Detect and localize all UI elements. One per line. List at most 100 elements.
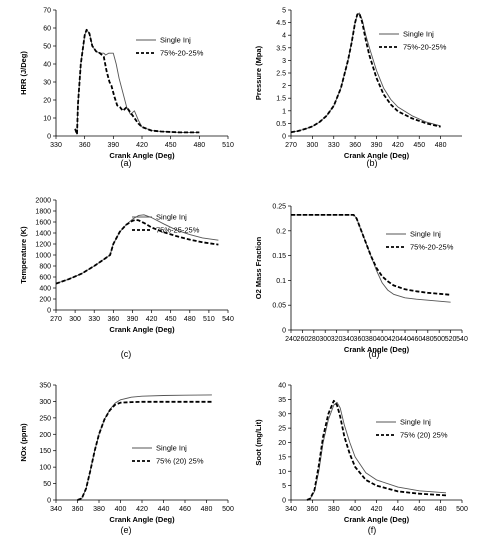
- y-tick-label: 600: [39, 275, 51, 282]
- y-tick-label: 200: [39, 432, 51, 439]
- y-tick-label: 0.2: [276, 228, 286, 235]
- y-tick-label: 1800: [35, 209, 51, 216]
- x-tick-label: 450: [165, 142, 177, 149]
- x-tick-label: 480: [201, 506, 213, 513]
- y-tick-label: 50: [43, 481, 51, 488]
- x-tick-label: 270: [50, 316, 62, 323]
- x-tick-label: 360: [349, 142, 361, 149]
- x-tick-label: 440: [392, 506, 404, 513]
- legend-label: 75% (20) 25%: [156, 457, 204, 466]
- chart-panel-c: 270 300 330 360 390 420 450 480 510 540 0 200 400 600…: [19, 198, 234, 360]
- x-tick-label: 300: [69, 316, 81, 323]
- legend-label: 75%-20-25%: [410, 243, 454, 252]
- x-tick-label: 540: [222, 316, 234, 323]
- x-axis-label: Crank Angle (Deg): [109, 151, 175, 160]
- series-line-split-inj: [77, 400, 212, 501]
- x-tick-label: 450: [413, 142, 425, 149]
- y-axis-label: Soot (mg/Lit): [254, 419, 263, 466]
- x-tick-label: 460: [413, 506, 425, 513]
- y-tick-label: 0.15: [272, 253, 286, 260]
- panel-caption: (b): [367, 158, 378, 168]
- legend-label: Single Inj: [410, 230, 441, 239]
- y-tick-label: 2.5: [276, 71, 286, 78]
- legend-label: 75%-20-25%: [403, 43, 447, 52]
- x-tick-label: 460: [179, 506, 191, 513]
- y-tick-label: 20: [278, 440, 286, 447]
- y-axis-label: Pressure (Mpa): [254, 45, 263, 100]
- x-tick-label: 400: [115, 506, 127, 513]
- series-line-split-inj: [74, 28, 200, 136]
- legend-label: Single Inj: [403, 30, 434, 39]
- x-tick-label: 330: [88, 316, 100, 323]
- legend-label: Single Inj: [160, 36, 191, 45]
- x-tick-label: 510: [222, 142, 234, 149]
- x-tick-label: 380: [328, 506, 340, 513]
- series-line-split-inj: [290, 12, 441, 134]
- x-tick-label: 420: [392, 142, 404, 149]
- x-tick-label: 360: [72, 506, 84, 513]
- y-tick-label: 40: [278, 383, 286, 390]
- y-tick-label: 1: [282, 108, 286, 115]
- y-tick-label: 4: [282, 33, 286, 40]
- y-tick-label: 15: [278, 454, 286, 461]
- y-tick-label: 0: [47, 498, 51, 505]
- x-tick-label: 340: [50, 506, 62, 513]
- y-tick-label: 5: [282, 8, 286, 15]
- x-tick-label: 520: [445, 336, 457, 343]
- y-axis-label: NOx (ppm): [19, 423, 28, 462]
- y-axis-label: O2 Mass Fraction: [254, 236, 263, 299]
- x-tick-label: 360: [307, 506, 319, 513]
- y-tick-label: 35: [278, 397, 286, 404]
- x-tick-label: 280: [308, 336, 320, 343]
- y-tick-label: 0: [282, 134, 286, 141]
- x-tick-label: 460: [411, 336, 423, 343]
- y-tick-label: 200: [39, 297, 51, 304]
- legend-label: Single Inj: [156, 444, 187, 453]
- x-axis-label: Crank Angle (Deg): [344, 151, 410, 160]
- y-tick-label: 1000: [35, 253, 51, 260]
- x-tick-label: 240: [285, 336, 297, 343]
- x-tick-label: 500: [433, 336, 445, 343]
- y-tick-label: 60: [43, 26, 51, 33]
- y-tick-label: 20: [43, 98, 51, 105]
- x-tick-label: 480: [422, 336, 434, 343]
- x-tick-label: 480: [435, 142, 447, 149]
- x-tick-label: 330: [50, 142, 62, 149]
- y-tick-label: 0: [282, 498, 286, 505]
- x-tick-label: 480: [435, 506, 447, 513]
- x-tick-label: 420: [371, 506, 383, 513]
- legend-label: Single Inj: [156, 213, 187, 222]
- y-tick-label: 800: [39, 264, 51, 271]
- panel-caption: (e): [121, 525, 132, 535]
- y-tick-label: 50: [43, 44, 51, 51]
- series-line-single-inj: [291, 214, 451, 303]
- y-tick-label: 30: [43, 80, 51, 87]
- panel-caption: (a): [121, 158, 132, 168]
- y-tick-label: 25: [278, 426, 286, 433]
- y-tick-label: 250: [39, 415, 51, 422]
- x-tick-label: 420: [146, 316, 158, 323]
- chart-panel-f: 340 360 380 400 420 440 460 480 500 0 5 10 15 20 25 30 3…: [254, 383, 468, 536]
- y-tick-label: 1600: [35, 220, 51, 227]
- x-tick-label: 300: [307, 142, 319, 149]
- y-tick-label: 3.5: [276, 45, 286, 52]
- y-tick-label: 350: [39, 383, 51, 390]
- y-tick-label: 1200: [35, 242, 51, 249]
- y-tick-label: 2: [282, 83, 286, 90]
- x-tick-label: 330: [328, 142, 340, 149]
- chart-panel-e: 340 360 380 400 420 440 460 480 500 0 50 100 150 200 2…: [19, 383, 234, 536]
- y-tick-label: 4.5: [276, 20, 286, 27]
- y-tick-label: 40: [43, 62, 51, 69]
- y-tick-label: 5: [282, 483, 286, 490]
- y-axis-label: HRR (J/Deg): [19, 51, 28, 95]
- x-tick-label: 420: [136, 142, 148, 149]
- y-tick-label: 100: [39, 465, 51, 472]
- panel-caption: (d): [369, 349, 380, 359]
- series-line-single-inj: [74, 29, 200, 135]
- x-tick-label: 360: [107, 316, 119, 323]
- legend-label: 75%-20-25%: [160, 49, 204, 58]
- x-tick-label: 480: [184, 316, 196, 323]
- x-tick-label: 480: [193, 142, 205, 149]
- x-tick-label: 380: [365, 336, 377, 343]
